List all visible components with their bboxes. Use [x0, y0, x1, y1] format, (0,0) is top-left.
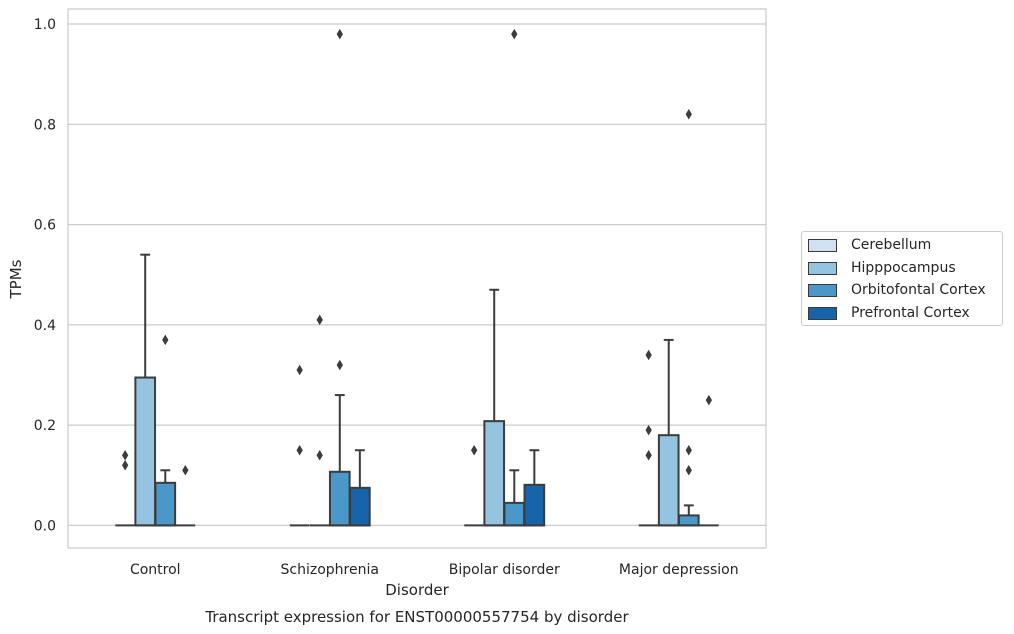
y-tick-label: 0.2 — [34, 418, 56, 434]
y-axis-label: TPMs — [7, 259, 25, 299]
x-axis-label: Disorder — [385, 581, 449, 599]
legend: Cerebellum Hipppocampus Orbitofontal Cor… — [801, 231, 1003, 326]
outlier-point — [470, 444, 478, 456]
y-tick-label: 0.8 — [34, 117, 56, 133]
y-tick-label: 1.0 — [34, 17, 56, 33]
legend-swatch — [808, 261, 837, 275]
y-tick-label: 0.6 — [34, 218, 56, 234]
box — [657, 434, 680, 527]
outlier-point — [162, 334, 169, 346]
outlier-point — [705, 394, 713, 406]
outlier-point — [316, 449, 323, 461]
x-tick-label: Schizophrenia — [281, 562, 379, 578]
box — [483, 420, 506, 527]
outlier-point — [296, 444, 303, 456]
outlier-point — [121, 460, 129, 471]
legend-swatch — [808, 306, 837, 320]
chart-title: Transcript expression for ENST0000055775… — [204, 608, 629, 626]
outlier-point — [685, 444, 692, 456]
legend-label: Orbitofontal Cortex — [851, 282, 986, 298]
y-ticks: 0.0 0.2 0.4 0.6 0.8 1.0 — [34, 17, 56, 534]
outlier-point — [121, 449, 129, 461]
legend-label: Hipppocampus — [851, 260, 956, 276]
x-tick-label: Major depression — [619, 562, 739, 578]
legend-item-orbitofrontal-cortex: Orbitofontal Cortex — [808, 280, 986, 300]
legend-item-cerebellum: Cerebellum — [808, 235, 931, 255]
y-tick-label: 0.0 — [34, 518, 56, 534]
box — [503, 501, 526, 527]
box — [349, 486, 371, 527]
y-tick-label: 0.4 — [34, 318, 56, 334]
x-tick-label: Control — [130, 562, 181, 578]
outlier-point — [685, 109, 692, 120]
box — [677, 514, 700, 527]
box — [523, 483, 546, 527]
x-tick-label: Bipolar disorder — [449, 562, 560, 578]
legend-label: Prefrontal Cortex — [851, 305, 970, 321]
box — [134, 376, 157, 527]
legend-item-prefrontal-cortex: Prefrontal Cortex — [808, 303, 970, 323]
plot-frame — [67, 8, 767, 549]
outlier-point — [645, 349, 652, 361]
outlier-point — [296, 364, 303, 376]
box — [328, 470, 351, 527]
legend-swatch — [808, 283, 837, 297]
legend-item-hippocampus: Hipppocampus — [808, 258, 956, 278]
legend-swatch — [808, 238, 837, 252]
x-ticks: Control Schizophrenia Bipolar disorder Majo… — [130, 562, 739, 578]
outlier-point — [316, 314, 323, 326]
outlier-point — [645, 449, 652, 461]
outlier-point — [336, 359, 343, 371]
outlier-point — [336, 28, 343, 40]
outlier-point — [685, 465, 692, 476]
boxes — [115, 28, 719, 527]
box — [154, 481, 177, 527]
legend-label: Cerebellum — [851, 237, 932, 253]
outlier-point — [645, 424, 652, 436]
outlier-point — [511, 28, 518, 40]
outlier-point — [182, 465, 189, 476]
